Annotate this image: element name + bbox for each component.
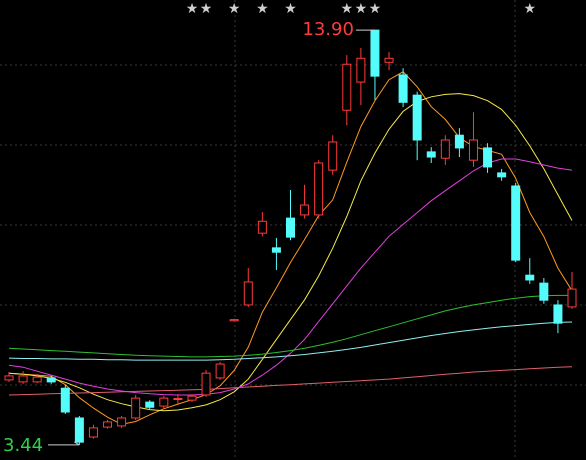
ma-line	[8, 294, 572, 358]
ma-line	[8, 93, 573, 412]
ma-line	[8, 71, 573, 425]
star-marker: ★	[355, 1, 368, 17]
candle-body	[159, 397, 169, 407]
candle-body	[553, 304, 563, 324]
candle-body	[328, 141, 338, 171]
candle-body	[46, 377, 56, 383]
candle-body	[370, 29, 380, 77]
candle-body	[18, 375, 28, 383]
candle-body	[483, 147, 493, 168]
candle-body	[271, 247, 281, 253]
candle-body	[4, 375, 14, 381]
candle-body	[342, 63, 352, 111]
star-marker: ★	[228, 1, 241, 17]
high-label: 13.90	[302, 19, 354, 40]
star-marker: ★	[256, 1, 269, 17]
candle-body	[511, 185, 521, 261]
candle-body	[187, 395, 197, 401]
candle-body	[384, 57, 394, 63]
star-marker: ★	[341, 1, 354, 17]
candle-body	[173, 398, 183, 401]
low-leader	[48, 441, 80, 446]
candle-body	[32, 376, 42, 383]
candle-body	[567, 288, 577, 308]
star-marker: ★	[200, 1, 213, 17]
low-label: 3.44	[3, 435, 43, 456]
candle-body	[215, 363, 225, 379]
candle-body	[454, 134, 464, 149]
candle-body	[525, 274, 535, 281]
candle-body	[117, 417, 127, 427]
candle-body	[426, 151, 436, 158]
candle-body	[243, 281, 253, 306]
candle-body	[356, 57, 366, 83]
star-marker: ★	[186, 1, 199, 17]
candle-body	[440, 139, 450, 159]
ma-line	[8, 158, 573, 396]
candle-body	[60, 387, 70, 413]
candle-body	[497, 172, 507, 178]
candle-body	[74, 417, 84, 443]
candle-body	[398, 74, 408, 103]
candle-body	[412, 94, 422, 141]
candle-body	[88, 427, 98, 438]
candle-body	[131, 397, 141, 419]
candle-body	[103, 421, 113, 428]
candle-body	[300, 204, 310, 216]
candle-body	[257, 220, 267, 234]
candle-body	[201, 372, 211, 396]
candle-body	[314, 162, 324, 216]
star-marker: ★	[369, 1, 382, 17]
star-marker: ★	[523, 1, 536, 17]
candle-body	[145, 401, 155, 408]
ma-line	[8, 321, 573, 361]
candle-body	[286, 217, 295, 238]
candle-body	[539, 282, 549, 301]
candle-body	[229, 319, 239, 322]
candle-body	[468, 139, 478, 161]
star-marker: ★	[284, 1, 297, 17]
ma-line	[8, 366, 573, 396]
